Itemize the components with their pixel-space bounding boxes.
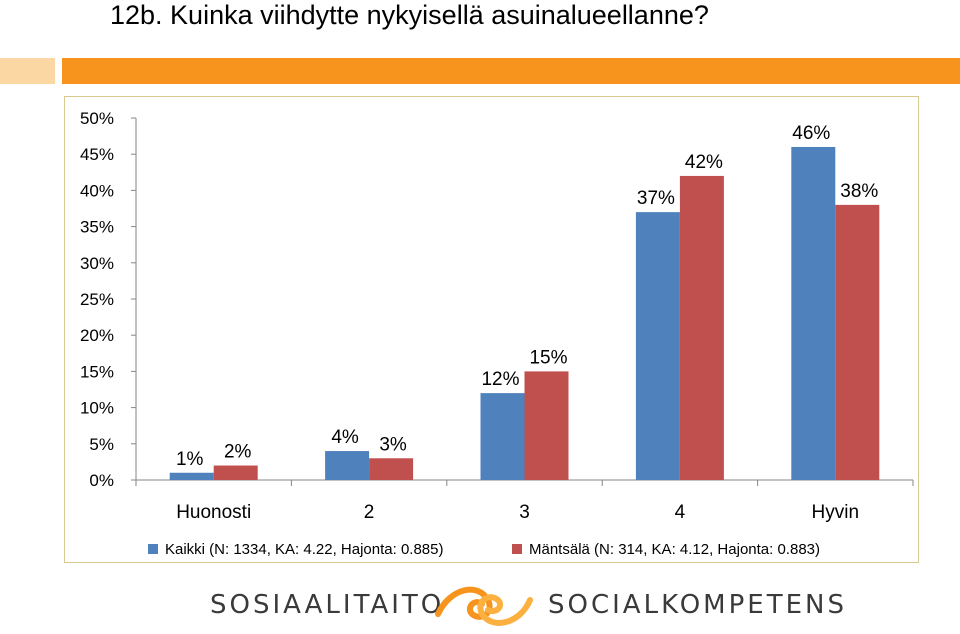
y-tick-label: 30% (80, 254, 114, 273)
legend-swatch-mantsala (512, 544, 522, 554)
x-tick-label: 4 (675, 502, 686, 523)
data-label: 46% (792, 123, 830, 144)
data-label: 42% (685, 152, 723, 173)
y-tick-label: 5% (89, 435, 114, 454)
legend-item-kaikki: Kaikki (N: 1334, KA: 4.22, Hajonta: 0.88… (148, 539, 444, 559)
slide-title: 12b. Kuinka viihdytte nykyisellä asuinal… (110, 0, 709, 30)
y-tick-label: 15% (80, 362, 114, 381)
x-tick-label: Huonosti (176, 502, 251, 523)
y-tick-label: 20% (80, 326, 114, 345)
chart-frame (64, 96, 919, 563)
data-label: 4% (331, 427, 359, 448)
x-tick-label: Hyvin (812, 502, 860, 523)
bar-mantsala (524, 371, 569, 480)
bar-mantsala (213, 465, 258, 480)
header-accent-left (0, 58, 55, 84)
brand-socialkompetens: SOCIALKOMPETENS (548, 590, 847, 620)
data-label: 12% (481, 369, 519, 390)
bar-mantsala (679, 175, 724, 481)
y-tick-label: 25% (80, 290, 114, 309)
legend-swatch-kaikki (148, 544, 158, 554)
x-tick-label: 3 (519, 502, 530, 523)
y-tick-label: 50% (80, 109, 114, 128)
bar-kaikki (325, 451, 370, 480)
legend-label-kaikki: Kaikki (N: 1334, KA: 4.22, Hajonta: 0.88… (165, 540, 444, 558)
bar-mantsala (835, 204, 880, 480)
x-tick-label: 2 (364, 502, 375, 523)
brand-sosiaalitaito: SOSIAALITAITO (210, 590, 445, 620)
data-label: 38% (840, 181, 878, 202)
y-tick-label: 45% (80, 145, 114, 164)
data-label: 3% (379, 434, 407, 455)
bar-mantsala (369, 458, 414, 480)
data-label: 2% (224, 442, 252, 463)
y-tick-label: 10% (80, 399, 114, 418)
y-tick-label: 0% (89, 471, 114, 490)
bar-kaikki (169, 472, 214, 480)
brand-logo (435, 586, 533, 626)
y-tick-label: 40% (80, 181, 114, 200)
data-label: 1% (176, 449, 204, 470)
data-label: 15% (529, 347, 567, 368)
bar-kaikki (635, 212, 680, 480)
bar-kaikki (480, 393, 525, 480)
legend-item-mantsala: Mäntsälä (N: 314, KA: 4.12, Hajonta: 0.8… (512, 539, 820, 559)
legend-label-mantsala: Mäntsälä (N: 314, KA: 4.12, Hajonta: 0.8… (529, 540, 820, 558)
bar-kaikki (791, 146, 836, 480)
data-label: 37% (637, 188, 675, 209)
header-accent-right (62, 58, 960, 84)
y-tick-label: 35% (80, 218, 114, 237)
